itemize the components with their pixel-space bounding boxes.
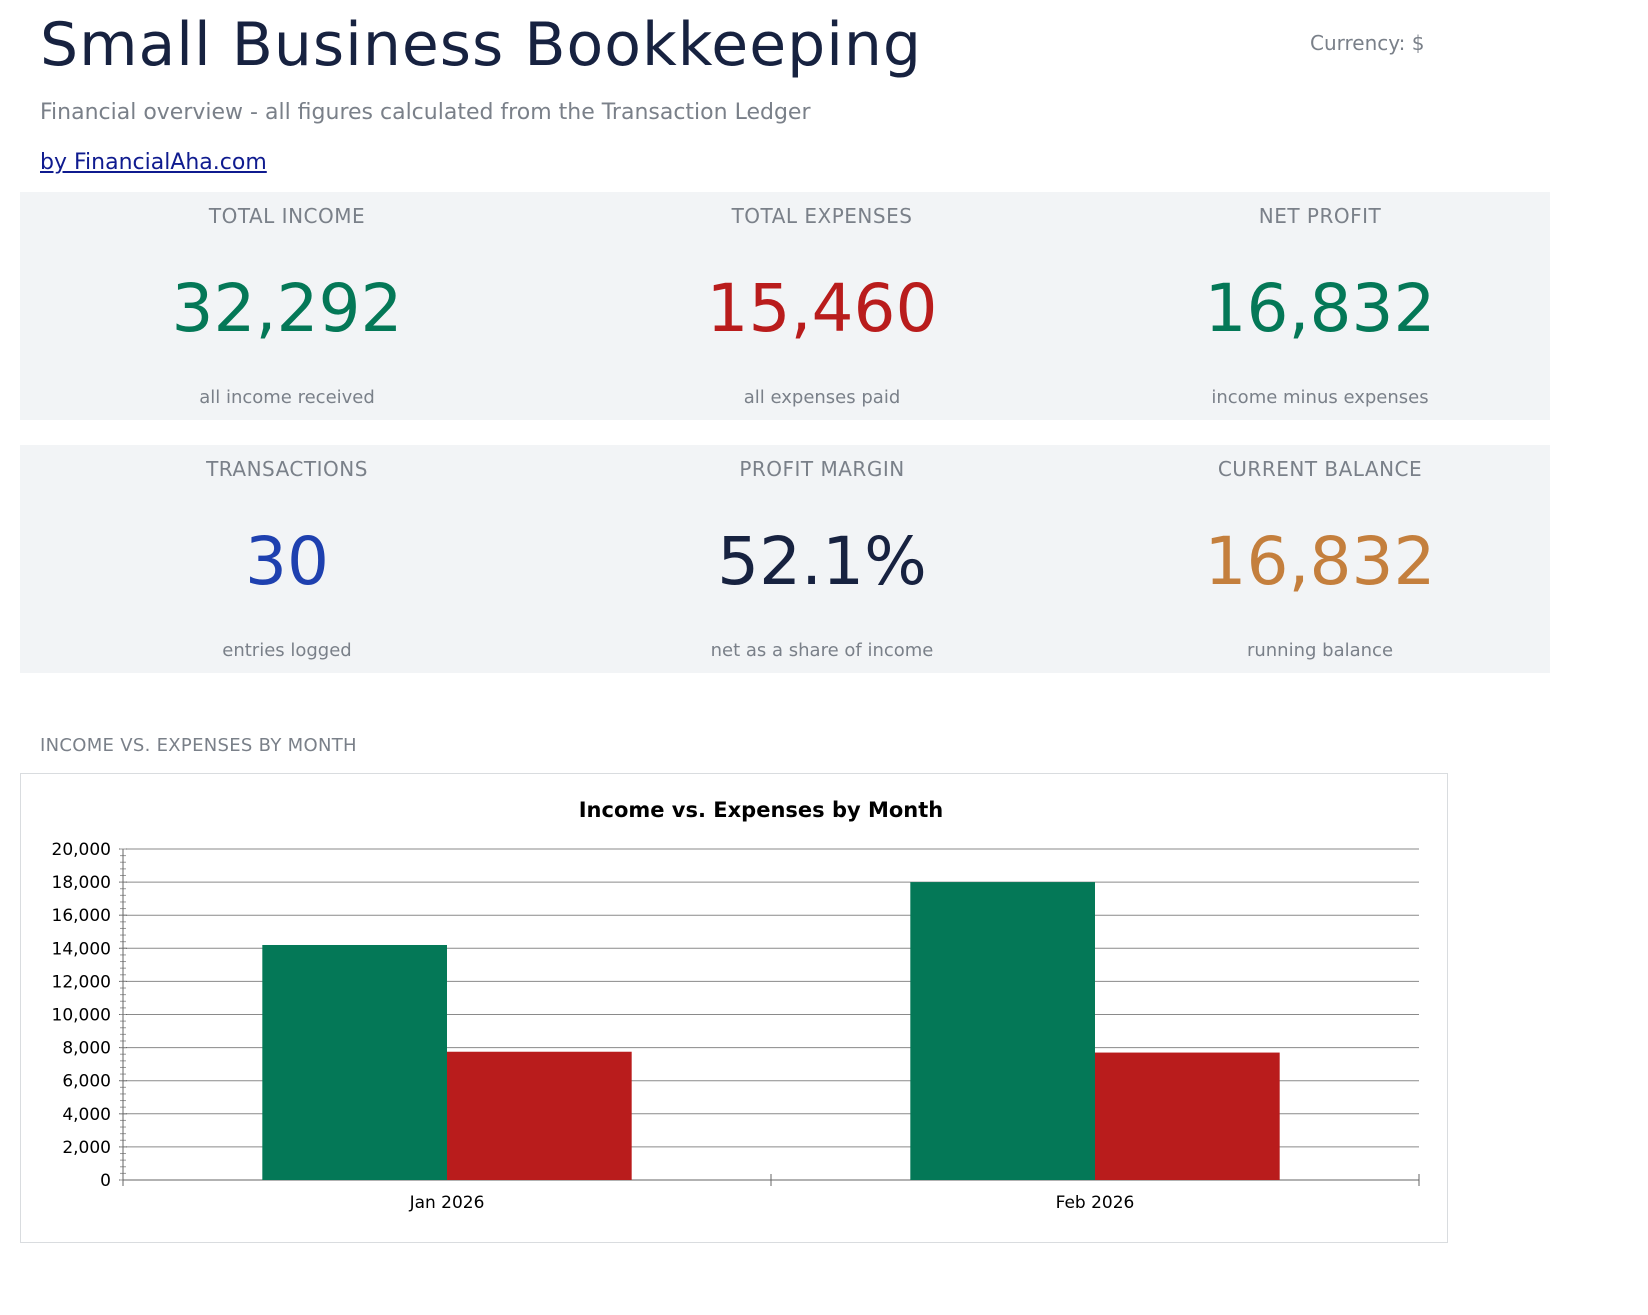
kpi-current-balance: CURRENT BALANCE 16,832 running balance	[1090, 445, 1550, 673]
currency-indicator: Currency: $	[1310, 31, 1425, 55]
kpi-value: 30	[245, 523, 329, 600]
kpi-value: 52.1%	[717, 523, 927, 600]
kpi-total-income: TOTAL INCOME 32,292 all income received	[20, 192, 554, 420]
kpi-caption: running balance	[1246, 640, 1394, 661]
kpi-value: 16,832	[1204, 270, 1436, 347]
y-tick-label: 16,000	[52, 906, 111, 926]
kpi-row-1: TOTAL INCOME 32,292 all income received …	[20, 192, 1550, 420]
y-tick-label: 10,000	[52, 1006, 111, 1026]
kpi-value: 15,460	[706, 270, 938, 347]
chart-canvas: Income vs. Expenses by Month 0 2,000 4,000 6…	[52, 798, 1420, 1213]
bar	[262, 944, 447, 1180]
y-tick-label: 2,000	[62, 1138, 111, 1158]
kpi-caption: net as a share of income	[710, 640, 934, 661]
kpi-total-expenses: TOTAL EXPENSES 15,460 all expenses paid	[554, 192, 1090, 420]
y-tick-label: 0	[100, 1171, 111, 1191]
kpi-caption: income minus expenses	[1211, 387, 1429, 408]
kpi-label: CURRENT BALANCE	[1217, 457, 1423, 481]
kpi-caption: all income received	[199, 387, 375, 408]
kpi-value: 32,292	[171, 270, 403, 347]
y-tick-label: 4,000	[62, 1105, 111, 1125]
bar	[1095, 1052, 1280, 1180]
kpi-transactions: TRANSACTIONS 30 entries logged	[20, 445, 554, 673]
x-tick-label: Feb 2026	[1056, 1193, 1135, 1213]
kpi-label: TOTAL EXPENSES	[731, 204, 913, 228]
income-expenses-chart: Income vs. Expenses by Month 0 2,000 4,000 6…	[20, 773, 1448, 1243]
kpi-label: PROFIT MARGIN	[739, 457, 905, 481]
kpi-caption: entries logged	[222, 640, 352, 661]
bar	[447, 1051, 632, 1180]
y-tick-label: 8,000	[62, 1039, 111, 1059]
kpi-label: TRANSACTIONS	[206, 457, 368, 481]
kpi-row-2: TRANSACTIONS 30 entries logged PROFIT MA…	[20, 445, 1550, 673]
page-title: Small Business Bookkeeping	[40, 10, 922, 80]
author-link[interactable]: by FinancialAha.com	[40, 150, 267, 175]
chart-title: Income vs. Expenses by Month	[579, 798, 944, 822]
kpi-value: 16,832	[1204, 523, 1436, 600]
bar	[910, 882, 1095, 1180]
kpi-caption: all expenses paid	[743, 387, 901, 408]
y-tick-label: 20,000	[52, 840, 111, 860]
page-subtitle: Financial overview - all figures calcula…	[40, 100, 811, 125]
y-tick-label: 18,000	[52, 873, 111, 893]
x-tick-label: Jan 2026	[409, 1193, 485, 1213]
y-tick-label: 6,000	[62, 1072, 111, 1092]
y-tick-label: 14,000	[52, 939, 111, 959]
kpi-label: NET PROFIT	[1258, 204, 1382, 228]
kpi-profit-margin: PROFIT MARGIN 52.1% net as a share of in…	[554, 445, 1090, 673]
kpi-label: TOTAL INCOME	[208, 204, 366, 228]
kpi-net-profit: NET PROFIT 16,832 income minus expenses	[1090, 192, 1550, 420]
chart-section-label: INCOME VS. EXPENSES BY MONTH	[40, 735, 357, 756]
y-tick-label: 12,000	[52, 972, 111, 992]
